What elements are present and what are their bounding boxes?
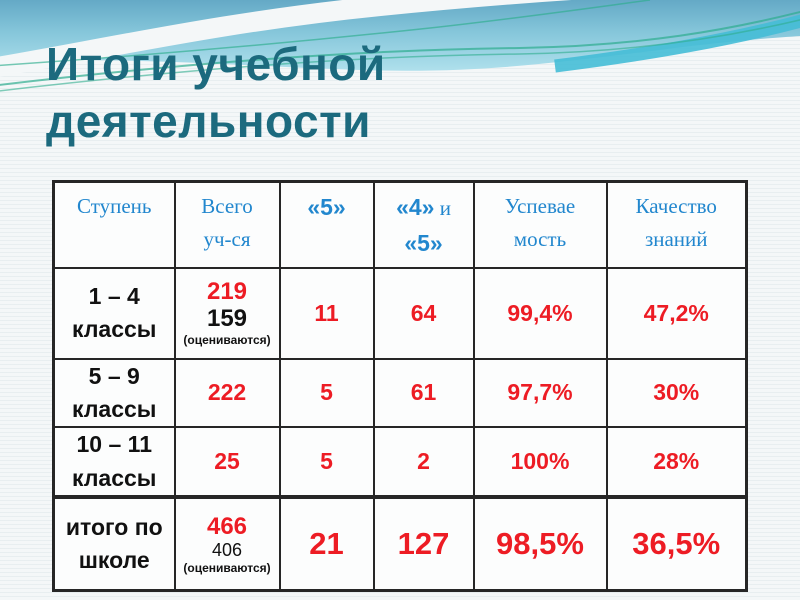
quality-value: 30% — [605, 357, 748, 429]
grade-five-label-2: «5» — [404, 229, 443, 256]
four-five-grade-count: 64 — [372, 266, 475, 360]
assessed-note: (оцениваются) — [183, 560, 271, 575]
assessed-students-value: 159 — [206, 305, 248, 332]
results-table: Ступень Всего уч-ся «5» «4» и «5» Успевае… — [52, 180, 748, 593]
four-five-grade-count: 2 — [372, 426, 475, 498]
header-row: Ступень Всего уч-ся «5» «4» и «5» Успевае… — [52, 180, 748, 269]
progress-value: 97,7% — [472, 357, 608, 429]
total-students-cell: 466 406 (оцениваются) — [173, 494, 281, 592]
stage-cell: 1 – 4 классы — [52, 266, 176, 360]
assessed-students-value: 406 — [211, 539, 243, 560]
grade-four-label: «4» — [396, 194, 435, 220]
five-grade-count: 5 — [278, 426, 375, 498]
col-header-total-students: Всего уч-ся — [173, 180, 281, 269]
quality-value: 47,2% — [605, 266, 748, 360]
row-grades-10-11: 10 – 11 классы 25 5 2 100% 28% — [52, 426, 748, 498]
progress-value: 99,4% — [472, 266, 608, 360]
progress-value: 98,5% — [472, 494, 608, 592]
total-students-value: 222 — [173, 357, 281, 429]
quality-value: 36,5% — [605, 494, 748, 592]
total-students-value: 219 — [206, 278, 248, 305]
stage-cell: 5 – 9 классы — [52, 357, 176, 429]
row-grades-5-9: 5 – 9 классы 222 5 61 97,7% 30% — [52, 357, 748, 429]
five-grade-count: 11 — [278, 266, 375, 360]
progress-value: 100% — [472, 426, 608, 498]
col-header-grade-five: «5» — [278, 180, 375, 269]
col-header-stage: Ступень — [52, 180, 176, 269]
row-grades-1-4: 1 – 4 классы 219 159 (оцениваются) 11 64… — [52, 266, 748, 360]
total-students-cell: 219 159 (оцениваются) — [173, 266, 281, 360]
quality-value: 28% — [605, 426, 748, 498]
slide-title: Итоги учебной деятельности — [46, 38, 386, 148]
col-header-progress: Успевае мость — [472, 180, 608, 269]
grade-conjunction: и — [434, 196, 451, 220]
four-five-grade-count: 61 — [372, 357, 475, 429]
stage-cell: итого по школе — [52, 494, 176, 592]
total-students-value: 466 — [206, 512, 248, 540]
wave-decoration — [0, 0, 800, 92]
col-header-quality: Качество знаний — [605, 180, 748, 269]
five-grade-count: 21 — [278, 494, 375, 592]
row-school-total: итого по школе 466 406 (оцениваются) 21 … — [52, 494, 748, 592]
stage-cell: 10 – 11 классы — [52, 426, 176, 498]
five-grade-count: 5 — [278, 357, 375, 429]
assessed-note: (оцениваются) — [183, 333, 271, 347]
four-five-grade-count: 127 — [372, 494, 475, 592]
total-students-value: 25 — [173, 426, 281, 498]
col-header-grade-four-five: «4» и «5» — [372, 180, 475, 269]
grade-five-label: «5» — [307, 194, 346, 220]
